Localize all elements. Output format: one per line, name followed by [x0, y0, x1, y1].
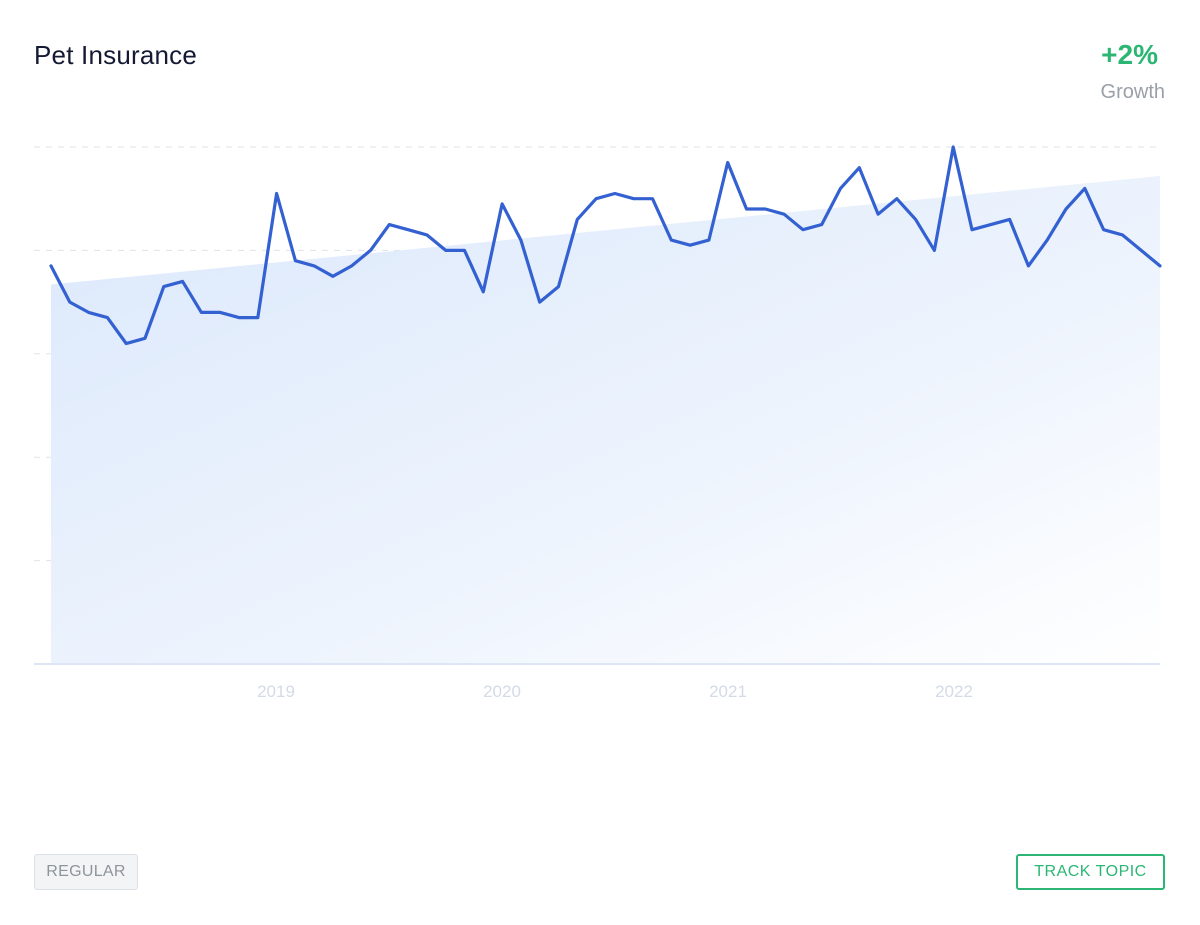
track-topic-button[interactable]: TRACK TOPIC — [1016, 854, 1165, 890]
x-tick-label: 2020 — [483, 682, 521, 701]
growth-label: Growth — [1100, 81, 1165, 103]
series-line — [49, 145, 1162, 346]
x-tick-label: 2021 — [709, 682, 747, 701]
growth-value: +2% — [1101, 39, 1158, 70]
x-tick-labels: 2019 2020 2021 2022 — [257, 682, 973, 701]
x-tick-label: 2022 — [935, 682, 973, 701]
page-title: Pet Insurance — [34, 40, 198, 70]
regular-badge: REGULAR — [34, 854, 138, 890]
x-tick-label: 2019 — [257, 682, 295, 701]
trend-area — [51, 176, 1160, 664]
